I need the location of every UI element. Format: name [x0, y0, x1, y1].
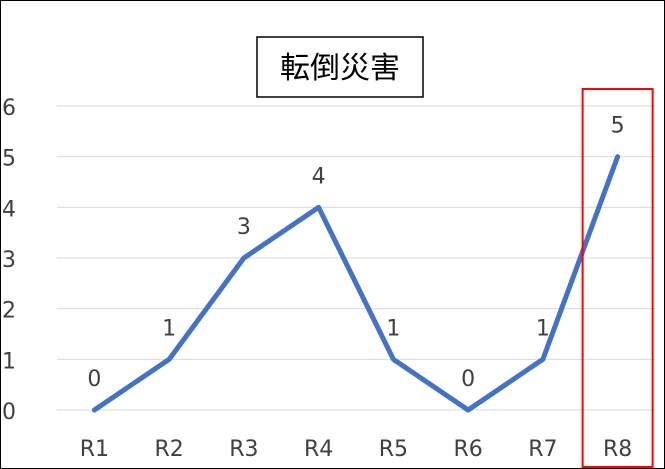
- x-tick-label: R2: [154, 437, 183, 462]
- y-tick-label: 0: [2, 400, 16, 425]
- chart-title-box: 転倒災害: [256, 36, 424, 98]
- data-labels: 0 1 3 4 1 0 1 5: [87, 114, 624, 392]
- data-label: 4: [312, 164, 326, 189]
- data-label: 1: [386, 316, 400, 341]
- y-tick-label: 2: [2, 299, 16, 324]
- x-tick-label: R1: [80, 437, 109, 462]
- data-label: 5: [611, 114, 625, 139]
- data-label: 1: [536, 316, 550, 341]
- series-line: [91, 154, 621, 413]
- data-label: 1: [162, 316, 176, 341]
- x-tick-label: R6: [453, 437, 482, 462]
- y-tick-label: 3: [2, 248, 16, 273]
- series-layer: [91, 154, 621, 413]
- y-tick-label: 5: [2, 147, 16, 172]
- x-tick-label: R4: [304, 437, 333, 462]
- chart-title-border: [256, 36, 424, 98]
- y-tick-label: 4: [2, 197, 16, 222]
- x-tick-label: R8: [603, 437, 632, 462]
- data-label: 0: [87, 367, 101, 392]
- highlight-layer: [581, 88, 654, 468]
- x-tick-label: R7: [528, 437, 557, 462]
- data-label: 0: [461, 367, 475, 392]
- gridlines: [57, 105, 655, 411]
- x-tick-label: R5: [379, 437, 408, 462]
- highlight-box: [581, 88, 654, 468]
- chart-title: 転倒災害: [280, 51, 400, 86]
- y-tick-label: 1: [2, 349, 16, 374]
- data-label: 3: [237, 215, 251, 240]
- y-axis-ticks: 0 1 2 3 4 5 6: [2, 96, 16, 425]
- y-tick-label: 6: [2, 96, 16, 121]
- x-tick-label: R3: [229, 437, 258, 462]
- x-axis-ticks: R1 R2 R3 R4 R5 R6 R7 R8: [80, 437, 633, 462]
